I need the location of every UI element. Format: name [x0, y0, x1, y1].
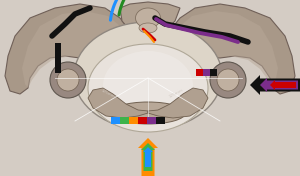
FancyArrow shape: [260, 78, 298, 92]
Polygon shape: [172, 4, 295, 94]
Polygon shape: [148, 88, 208, 118]
Ellipse shape: [74, 22, 222, 130]
Ellipse shape: [139, 23, 157, 33]
Text: 125mm: 125mm: [168, 88, 184, 99]
Ellipse shape: [210, 62, 246, 98]
Ellipse shape: [57, 69, 79, 91]
FancyArrow shape: [250, 75, 300, 95]
Bar: [120, 117, 129, 124]
Bar: [55, 43, 61, 73]
Ellipse shape: [217, 69, 239, 91]
Bar: [196, 69, 203, 76]
FancyArrow shape: [138, 138, 158, 176]
Text: 125mm: 125mm: [100, 88, 116, 99]
Bar: [147, 117, 156, 124]
Bar: [210, 69, 217, 76]
Ellipse shape: [50, 62, 86, 98]
Ellipse shape: [88, 44, 208, 132]
Ellipse shape: [103, 51, 193, 121]
Ellipse shape: [110, 102, 185, 124]
Polygon shape: [88, 88, 148, 118]
Ellipse shape: [136, 8, 160, 28]
Polygon shape: [120, 2, 180, 33]
Polygon shape: [5, 4, 128, 94]
Polygon shape: [22, 11, 124, 88]
Polygon shape: [176, 11, 278, 88]
Bar: [138, 117, 147, 124]
FancyArrow shape: [143, 147, 153, 167]
Bar: [129, 117, 138, 124]
FancyArrow shape: [270, 80, 296, 90]
Bar: [156, 117, 165, 124]
Bar: [111, 117, 120, 124]
Bar: [203, 69, 210, 76]
FancyArrow shape: [141, 143, 155, 171]
